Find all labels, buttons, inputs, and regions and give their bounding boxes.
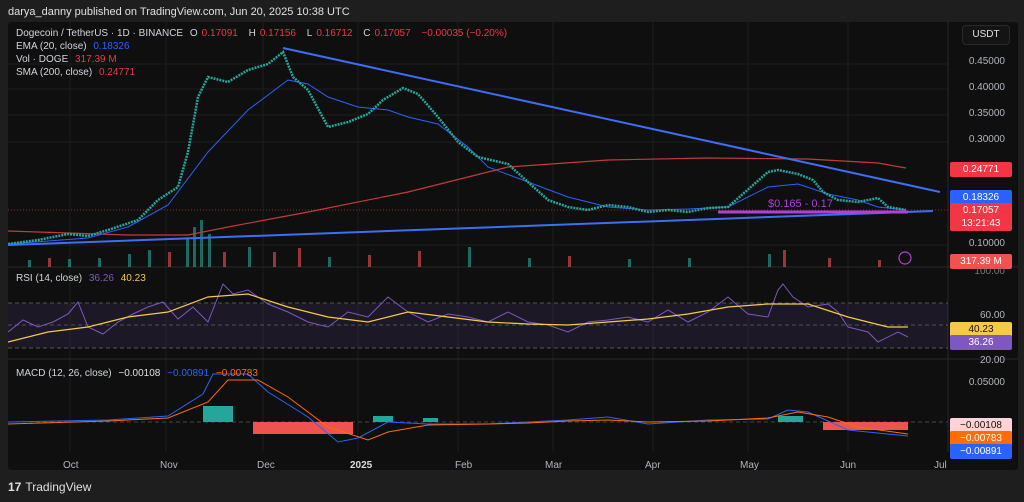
sma-price-tag: 0.24771 [950,162,1012,177]
price-axis-label: 0.45000 [968,56,1005,67]
candlesticks [8,49,907,246]
tv-logo-icon: 17 [8,480,22,494]
chart-frame[interactable]: Dogecoin / TetherUS · 1D · BINANCE O 0.17… [8,22,1018,470]
symbol-name: Dogecoin / TetherUS · 1D · BINANCE [16,28,184,39]
resistance-trendline [282,47,941,193]
ema-legend[interactable]: EMA (20, close) 0.18326 [16,41,130,52]
rsi-axis-label: 20.00 [979,355,1005,366]
x-axis-label: Apr [645,460,661,471]
tradingview-logo[interactable]: 17 TradingView [8,480,92,494]
macd-hist-tag: −0.00108 [950,418,1012,433]
rsi-legend[interactable]: RSI (14, close) 36.26 40.23 [16,273,146,284]
support-trendline [8,210,934,246]
close-price-tag: 0.17057 [950,203,1012,218]
rsi-ma-tag: 40.23 [950,322,1012,337]
rsi-tag: 36.26 [950,335,1012,350]
support-annotation: $0.165 - 0.17 [768,198,833,210]
rsi-line [8,283,909,343]
x-axis-label: 2025 [350,460,373,471]
open-value: 0.17091 [201,28,238,39]
macd-line [8,373,909,443]
x-axis-label: Feb [455,460,473,471]
x-axis-label: Mar [545,460,563,471]
ema-price-tag: 0.18326 [950,190,1012,205]
x-axis-label: Oct [63,460,79,471]
x-axis-label: Jun [840,460,857,471]
rsi-ma-line [8,293,908,343]
ema-line [8,79,907,245]
price-axis-label: 0.30000 [968,134,1005,145]
publisher-caption: darya_danny published on TradingView.com… [8,6,350,18]
high-value: 0.17156 [259,28,296,39]
volume-tag: 317.39 M [950,254,1012,269]
price-axis-label: 0.40000 [968,82,1005,93]
macd-histogram [203,406,908,434]
sma-line [8,157,907,236]
volume-legend[interactable]: Vol · DOGE 317.39 M [16,54,117,65]
sma-legend[interactable]: SMA (200, close) 0.24771 [16,67,136,78]
price-axis-label: 0.10000 [968,238,1005,249]
chart-canvas[interactable] [8,22,1018,470]
low-value: 0.16712 [316,28,353,39]
signal-line [8,379,909,441]
volume-bars [28,220,881,267]
rsi-axis-label: 100.00 [974,266,1005,277]
x-axis-label: Nov [160,460,178,471]
signal-tag: −0.00783 [950,431,1012,446]
x-axis-label: Dec [257,460,275,471]
symbol-legend: Dogecoin / TetherUS · 1D · BINANCE O 0.17… [16,28,508,39]
close-value: 0.17057 [374,28,411,39]
countdown-tag: 13:21:43 [950,216,1012,231]
x-axis-label: May [740,460,759,471]
x-axis-label: Jul [934,460,947,471]
macd-tag: −0.00891 [950,444,1012,459]
rsi-axis-label: 60.00 [979,310,1005,321]
currency-button[interactable]: USDT [962,25,1010,45]
macd-axis-label: 0.05000 [968,377,1005,388]
macd-legend[interactable]: MACD (12, 26, close) −0.00108 −0.00891 −… [16,368,258,379]
change-value: −0.00035 (−0.20%) [421,28,508,39]
price-axis-label: 0.35000 [968,108,1005,119]
